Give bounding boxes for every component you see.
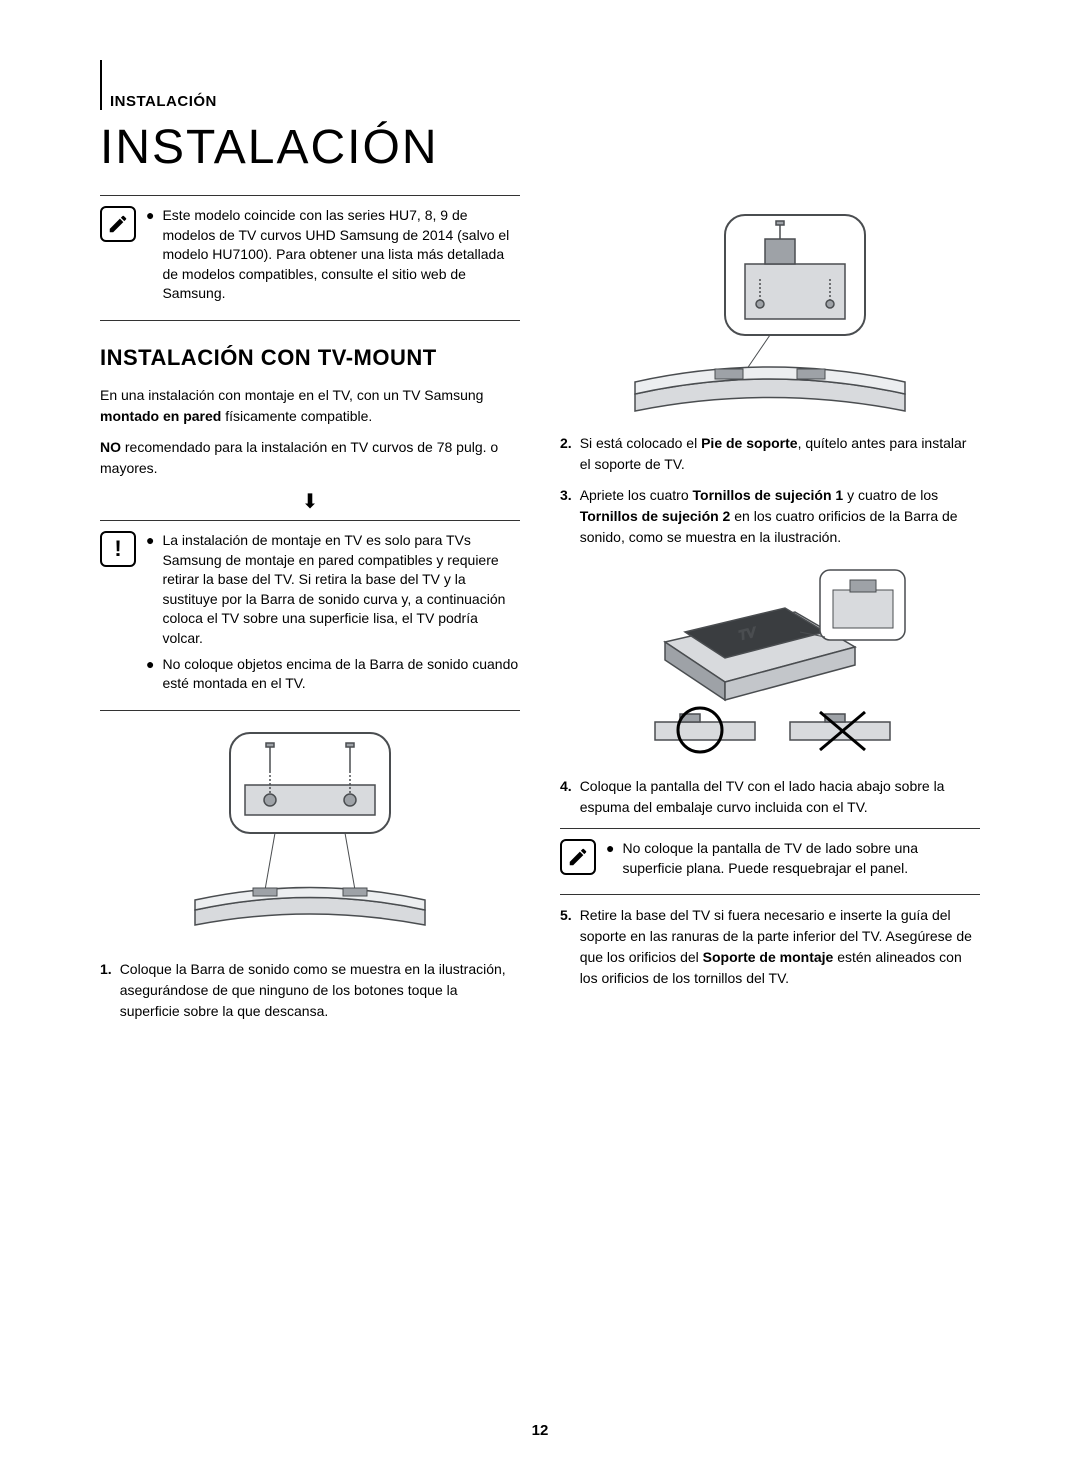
bullet-icon: ● bbox=[146, 531, 154, 649]
warning-content: ● La instalación de montaje en TV es sol… bbox=[146, 531, 520, 700]
pencil-icon bbox=[100, 206, 136, 242]
step-text: Coloque la Barra de sonido como se muest… bbox=[120, 959, 520, 1022]
section-label: INSTALACIÓN bbox=[110, 93, 217, 110]
step-number: 5. bbox=[560, 905, 572, 989]
arrow-down-icon: ⬇ bbox=[100, 489, 520, 514]
exclamation-icon: ! bbox=[100, 531, 136, 567]
step-text: Apriete los cuatro Tornillos de sujeción… bbox=[580, 485, 980, 548]
warning-box: ! ● La instalación de montaje en TV es s… bbox=[100, 520, 520, 711]
note-text: No coloque la pantalla de TV de lado sob… bbox=[622, 839, 980, 878]
section-heading: INSTALACIÓN CON TV-MOUNT bbox=[100, 345, 520, 371]
intro-p2: NO recomendado para la instalación en TV… bbox=[100, 437, 520, 479]
right-column: 2. Si está colocado el Pie de soporte, q… bbox=[560, 195, 980, 1032]
note-text: Este modelo coincide con las series HU7,… bbox=[162, 206, 520, 304]
bullet-icon: ● bbox=[606, 839, 614, 878]
note-compatibility: ● Este modelo coincide con las series HU… bbox=[100, 195, 520, 321]
step-number: 3. bbox=[560, 485, 572, 548]
step-2: 2. Si está colocado el Pie de soporte, q… bbox=[560, 433, 980, 475]
step-text: Coloque la pantalla del TV con el lado h… bbox=[580, 776, 980, 818]
note-panel-care: ● No coloque la pantalla de TV de lado s… bbox=[560, 828, 980, 895]
page-number: 12 bbox=[532, 1422, 549, 1439]
figure-soundbar-screws bbox=[100, 725, 520, 945]
figure-bracket-detail bbox=[560, 209, 980, 419]
step-4: 4. Coloque la pantalla del TV con el lad… bbox=[560, 776, 980, 818]
pencil-icon bbox=[560, 839, 596, 875]
note-content: ● Este modelo coincide con las series HU… bbox=[146, 206, 520, 310]
step-number: 4. bbox=[560, 776, 572, 818]
intro-p1: En una instalación con montaje en el TV,… bbox=[100, 385, 520, 427]
step-text: Si está colocado el Pie de soporte, quít… bbox=[580, 433, 980, 475]
figure-tv-placement: TV bbox=[560, 562, 980, 762]
bullet-icon: ● bbox=[146, 206, 154, 304]
section-header: INSTALACIÓN bbox=[100, 60, 980, 110]
left-column: ● Este modelo coincide con las series HU… bbox=[100, 195, 520, 1032]
step-number: 1. bbox=[100, 959, 112, 1022]
step-5: 5. Retire la base del TV si fuera necesa… bbox=[560, 905, 980, 989]
step-text: Retire la base del TV si fuera necesario… bbox=[580, 905, 980, 989]
bullet-icon: ● bbox=[146, 655, 154, 694]
content-columns: ● Este modelo coincide con las series HU… bbox=[100, 195, 980, 1032]
page-title: INSTALACIÓN bbox=[100, 120, 980, 175]
note-content: ● No coloque la pantalla de TV de lado s… bbox=[606, 839, 980, 884]
step-1: 1. Coloque la Barra de sonido como se mu… bbox=[100, 959, 520, 1022]
warning-text-1: La instalación de montaje en TV es solo … bbox=[162, 531, 520, 649]
step-3: 3. Apriete los cuatro Tornillos de sujec… bbox=[560, 485, 980, 548]
warning-text-2: No coloque objetos encima de la Barra de… bbox=[162, 655, 520, 694]
step-number: 2. bbox=[560, 433, 572, 475]
